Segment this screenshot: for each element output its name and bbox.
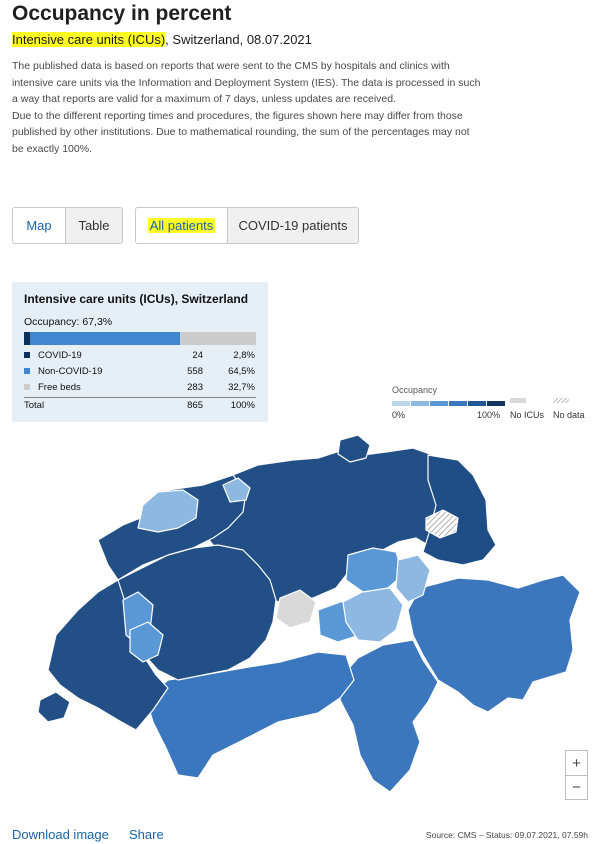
description-paragraph-2: Due to the different reporting times and… (12, 109, 470, 155)
region-fribourg (129, 621, 164, 663)
legend-title: Occupancy (392, 385, 438, 395)
summary-total-row: Total 865 100% (24, 397, 256, 413)
occupancy-bar-segment (180, 332, 256, 345)
summary-percent: 2,8% (233, 349, 255, 361)
region-vaud (47, 579, 169, 731)
legend-min-label: 0% (392, 410, 406, 420)
map-legend: Occupancy 0% 100% No ICUs No data (392, 385, 585, 420)
summary-label: COVID-19 (38, 349, 82, 361)
legend-scale-swatch (487, 401, 505, 406)
summary-title: Intensive care units (ICUs), Switzerland (24, 292, 249, 306)
source-status: Source: CMS – Status: 09.07.2021, 07.59h (425, 830, 588, 840)
zoom-in-button[interactable]: + (572, 754, 581, 772)
occupancy-bar (24, 332, 256, 345)
switzerland-map[interactable] (18, 430, 583, 800)
region-solothurn (222, 477, 251, 503)
region-schaffhausen (337, 434, 371, 463)
legend-scale-swatch (392, 401, 410, 406)
subtitle-highlight: Intensive care units (ICUs) (12, 32, 166, 47)
region-appenzell (425, 509, 459, 539)
summary-row: Free beds 283 32,7% (24, 379, 256, 395)
occupancy-label: Occupancy: 67,3% (24, 316, 113, 328)
region-valais (145, 651, 355, 779)
region-no-icu (275, 589, 317, 629)
summary-count: 24 (192, 349, 203, 361)
legend-no-icus-swatch (510, 398, 526, 403)
summary-percent: 64,5% (228, 365, 255, 377)
all-patients-label: All patients (147, 218, 216, 233)
summary-row: Non-COVID-19 558 64,5% (24, 363, 256, 379)
region-glarus (395, 554, 431, 603)
summary-row: COVID-19 24 2,8% (24, 347, 256, 363)
summary-box: Intensive care units (ICUs), Switzerland… (12, 282, 268, 422)
zoom-out-button[interactable]: − (566, 775, 587, 799)
legend-no-data-label: No data (553, 410, 585, 420)
legend-no-data-swatch (553, 398, 569, 403)
summary-label: Non-COVID-19 (38, 365, 103, 377)
zoom-controls: + − (565, 750, 588, 800)
page-subtitle: Intensive care units (ICUs), Switzerland… (12, 32, 312, 47)
region-basel (137, 489, 199, 533)
region-schwyz (345, 547, 404, 593)
legend-scale (392, 401, 506, 406)
patient-toggle: All patients COVID-19 patients (135, 207, 359, 244)
legend-scale-swatch (449, 401, 467, 406)
description: The published data is based on reports t… (12, 58, 482, 158)
summary-percent: 32,7% (228, 381, 255, 393)
summary-swatch (24, 384, 30, 390)
page-title: Occupancy in percent (12, 2, 232, 25)
region-geneva (37, 691, 71, 723)
summary-label: Free beds (38, 381, 81, 393)
description-paragraph-1: The published data is based on reports t… (12, 60, 481, 106)
summary-count: 283 (187, 381, 203, 393)
legend-scale-swatch (411, 401, 429, 406)
occupancy-bar-segment (30, 332, 181, 345)
legend-max-label: 100% (477, 410, 501, 420)
region-ticino (339, 639, 439, 793)
region-graubuenden (407, 574, 581, 713)
view-toggle: Map Table (12, 207, 123, 244)
legend-scale-swatch (430, 401, 448, 406)
download-image-link[interactable]: Download image (12, 827, 109, 842)
summary-swatch (24, 352, 30, 358)
subtitle-rest: , Switzerland, 08.07.2021 (165, 32, 312, 47)
summary-swatch (24, 368, 30, 374)
map-button[interactable]: Map (13, 208, 65, 243)
covid-patients-button[interactable]: COVID-19 patients (227, 208, 358, 243)
all-patients-button[interactable]: All patients (136, 208, 227, 243)
legend-scale-swatch (468, 401, 486, 406)
total-count: 865 (187, 400, 203, 411)
table-button[interactable]: Table (65, 208, 122, 243)
legend-no-icus-label: No ICUs (510, 410, 545, 420)
summary-rows: COVID-19 24 2,8% Non-COVID-19 558 64,5% Free b… (24, 347, 256, 395)
total-percent: 100% (230, 400, 255, 411)
occupancy-bar-segment (24, 332, 31, 345)
summary-count: 558 (187, 365, 203, 377)
share-link[interactable]: Share (129, 827, 164, 842)
total-label: Total (24, 400, 45, 411)
